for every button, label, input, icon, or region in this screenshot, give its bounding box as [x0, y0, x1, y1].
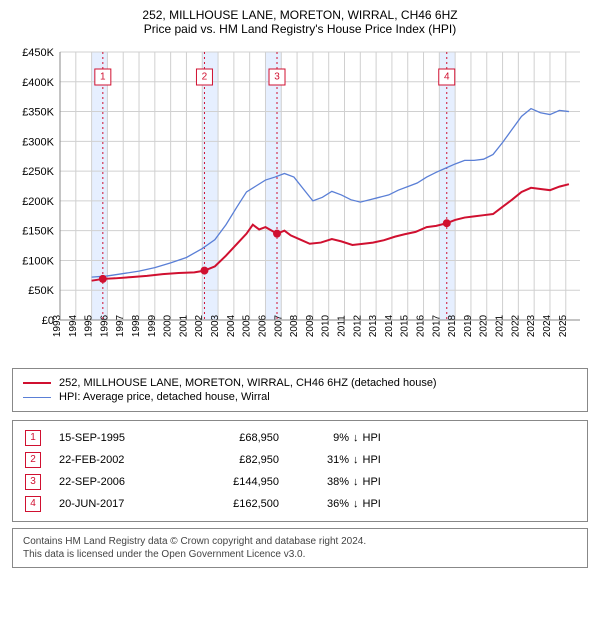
title-block: 252, MILLHOUSE LANE, MORETON, WIRRAL, CH…: [0, 0, 600, 40]
svg-text:£100K: £100K: [22, 255, 54, 267]
svg-text:2023: 2023: [526, 314, 537, 337]
svg-text:2003: 2003: [210, 314, 221, 337]
svg-text:2021: 2021: [495, 314, 506, 337]
sales-table: 115-SEP-1995£68,9509%↓HPI222-FEB-2002£82…: [12, 420, 588, 522]
svg-text:2001: 2001: [178, 314, 189, 337]
svg-text:2011: 2011: [336, 315, 347, 337]
svg-text:1999: 1999: [147, 314, 158, 337]
svg-text:2007: 2007: [273, 314, 284, 337]
svg-text:1996: 1996: [99, 314, 110, 337]
footer-line-1: Contains HM Land Registry data © Crown c…: [23, 535, 577, 548]
svg-text:2017: 2017: [431, 314, 442, 337]
sale-marker: 1: [25, 430, 41, 446]
sale-diff: 9%: [299, 432, 349, 444]
sale-diff: 31%: [299, 454, 349, 466]
svg-text:£300K: £300K: [22, 136, 54, 148]
legend-swatch-paid: [23, 382, 51, 384]
svg-text:2016: 2016: [416, 314, 427, 337]
svg-text:2015: 2015: [400, 314, 411, 337]
footer: Contains HM Land Registry data © Crown c…: [12, 528, 588, 568]
chart-svg: £0£50K£100K£150K£200K£250K£300K£350K£400…: [10, 40, 590, 360]
title-line-2: Price paid vs. HM Land Registry's House …: [0, 22, 600, 36]
legend-label-hpi: HPI: Average price, detached house, Wirr…: [59, 391, 270, 403]
title-line-1: 252, MILLHOUSE LANE, MORETON, WIRRAL, CH…: [0, 8, 600, 22]
sale-price: £144,950: [189, 476, 299, 488]
sale-date: 22-SEP-2006: [59, 476, 189, 488]
svg-text:1: 1: [100, 72, 106, 83]
svg-text:1998: 1998: [131, 314, 142, 337]
svg-text:2022: 2022: [510, 314, 521, 337]
chart-container: 252, MILLHOUSE LANE, MORETON, WIRRAL, CH…: [0, 0, 600, 568]
svg-text:2025: 2025: [558, 314, 569, 337]
svg-text:2006: 2006: [257, 314, 268, 337]
sale-vs: HPI: [363, 454, 381, 466]
table-row: 1 15-SEP-1995£68,9509%↓HPI: [21, 427, 579, 449]
svg-text:£350K: £350K: [22, 107, 54, 119]
table-row: 2 22-FEB-2002£82,95031%↓HPI: [21, 449, 579, 471]
sale-date: 22-FEB-2002: [59, 454, 189, 466]
svg-text:2000: 2000: [163, 314, 174, 337]
sale-price: £68,950: [189, 432, 299, 444]
svg-text:£450K: £450K: [22, 47, 54, 59]
legend-box: 252, MILLHOUSE LANE, MORETON, WIRRAL, CH…: [12, 368, 588, 412]
svg-text:2018: 2018: [447, 314, 458, 337]
svg-text:2: 2: [202, 72, 208, 83]
sale-marker: 2: [25, 452, 41, 468]
sale-price: £82,950: [189, 454, 299, 466]
svg-text:£50K: £50K: [28, 285, 54, 297]
table-row: 3 22-SEP-2006£144,95038%↓HPI: [21, 471, 579, 493]
sale-vs: HPI: [363, 476, 381, 488]
down-arrow-icon: ↓: [349, 476, 363, 488]
svg-text:2004: 2004: [226, 314, 237, 337]
svg-text:4: 4: [444, 72, 450, 83]
svg-text:1993: 1993: [52, 314, 63, 337]
svg-text:2010: 2010: [321, 314, 332, 337]
svg-text:2005: 2005: [242, 314, 253, 337]
svg-text:£150K: £150K: [22, 226, 54, 238]
legend-label-paid: 252, MILLHOUSE LANE, MORETON, WIRRAL, CH…: [59, 377, 437, 389]
svg-text:3: 3: [274, 72, 280, 83]
sale-date: 20-JUN-2017: [59, 498, 189, 510]
svg-text:£250K: £250K: [22, 166, 54, 178]
chart-area: £0£50K£100K£150K£200K£250K£300K£350K£400…: [10, 40, 590, 360]
svg-text:1997: 1997: [115, 314, 126, 337]
svg-text:2009: 2009: [305, 314, 316, 337]
down-arrow-icon: ↓: [349, 454, 363, 466]
sale-date: 15-SEP-1995: [59, 432, 189, 444]
legend-swatch-hpi: [23, 397, 51, 398]
svg-text:2002: 2002: [194, 314, 205, 337]
sale-diff: 36%: [299, 498, 349, 510]
sale-price: £162,500: [189, 498, 299, 510]
svg-text:2008: 2008: [289, 314, 300, 337]
legend-row-paid: 252, MILLHOUSE LANE, MORETON, WIRRAL, CH…: [23, 377, 577, 389]
svg-text:2019: 2019: [463, 314, 474, 337]
footer-line-2: This data is licensed under the Open Gov…: [23, 548, 577, 561]
sale-vs: HPI: [363, 432, 381, 444]
svg-text:1995: 1995: [84, 314, 95, 337]
svg-text:2012: 2012: [352, 314, 363, 337]
svg-text:1994: 1994: [68, 314, 79, 337]
svg-text:2013: 2013: [368, 314, 379, 337]
down-arrow-icon: ↓: [349, 432, 363, 444]
table-row: 4 20-JUN-2017£162,50036%↓HPI: [21, 493, 579, 515]
legend-row-hpi: HPI: Average price, detached house, Wirr…: [23, 391, 577, 403]
svg-text:2024: 2024: [542, 314, 553, 337]
sale-marker: 3: [25, 474, 41, 490]
sale-marker: 4: [25, 496, 41, 512]
sale-diff: 38%: [299, 476, 349, 488]
svg-text:£200K: £200K: [22, 196, 54, 208]
down-arrow-icon: ↓: [349, 498, 363, 510]
svg-text:£400K: £400K: [22, 77, 54, 89]
svg-text:2020: 2020: [479, 314, 490, 337]
svg-text:2014: 2014: [384, 314, 395, 337]
sale-vs: HPI: [363, 498, 381, 510]
